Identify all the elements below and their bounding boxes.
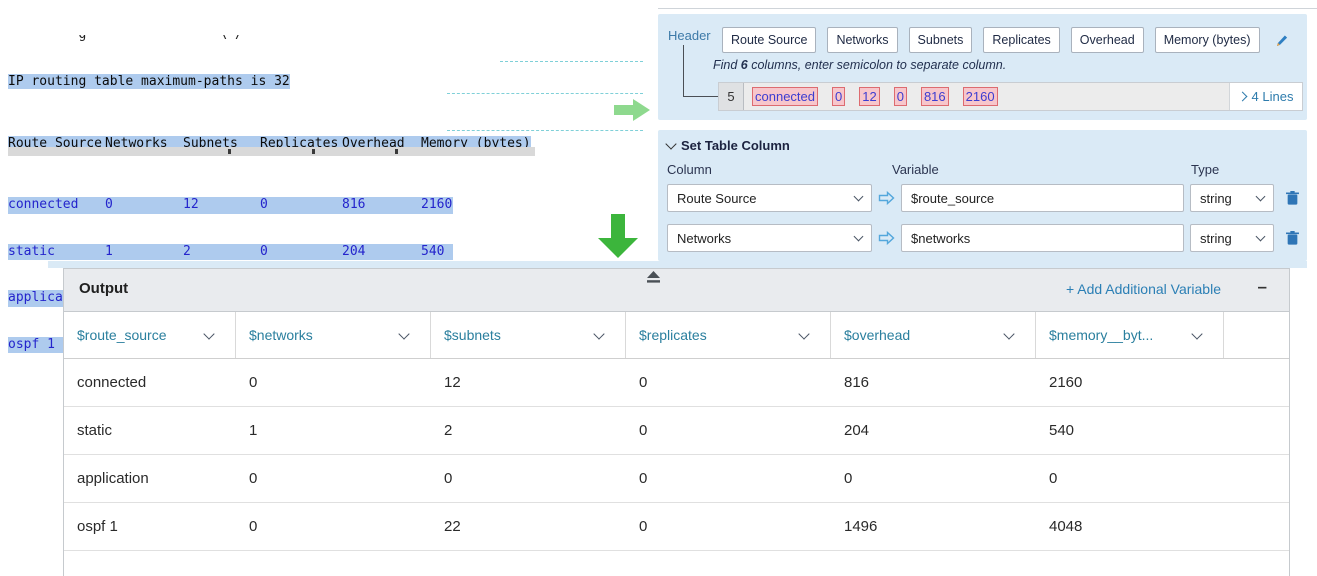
column-button-replicates[interactable]: Replicates — [983, 27, 1060, 53]
column-select[interactable]: Route Source — [667, 184, 872, 212]
map-arrow-icon — [878, 190, 895, 210]
matched-line-row[interactable]: 5 connected 0 12 0 816 2160 4 Lines — [718, 82, 1303, 111]
delete-row-trash-icon[interactable] — [1286, 231, 1299, 250]
output-column-headers: $route_source $networks $subnets $replic… — [64, 312, 1289, 359]
column-mapping-row: Route Source $route_source string — [658, 184, 1307, 212]
line-number-cell: 5 — [719, 83, 744, 110]
add-additional-variable-link[interactable]: + Add Additional Variable — [1065, 281, 1221, 297]
chevron-down-icon — [853, 231, 864, 242]
output-column-header[interactable]: $overhead — [831, 312, 1036, 358]
column-button-overhead[interactable]: Overhead — [1070, 27, 1144, 53]
panel-background-strip — [48, 261, 1307, 268]
chevron-down-icon — [1003, 327, 1015, 340]
panel-top-divider — [658, 8, 1317, 9]
minimize-icon[interactable]: – — [1257, 277, 1267, 296]
cli-truncated-line: g \ / — [8, 35, 428, 43]
flow-arrow-down-icon — [598, 214, 638, 263]
column-button-memory-bytes[interactable]: Memory (bytes) — [1154, 27, 1260, 53]
output-column-header[interactable]: $subnets — [431, 312, 626, 358]
chevron-down-icon — [1255, 231, 1266, 242]
column-button-networks[interactable]: Networks — [827, 27, 898, 53]
output-table-row: application 0 0 0 0 0 — [64, 455, 1289, 503]
set-table-column-header[interactable]: Set Table Column — [665, 138, 790, 153]
matched-token[interactable]: 0 — [832, 87, 846, 106]
set-table-column-panel: Set Table Column Column Variable Type Ro… — [658, 130, 1307, 261]
selection-guide-dash — [447, 130, 643, 131]
output-panel: Output + Add Additional Variable – $rout… — [63, 268, 1290, 576]
variable-input[interactable]: $networks — [901, 224, 1184, 252]
column-button-subnets[interactable]: Subnets — [908, 27, 973, 53]
delete-row-trash-icon[interactable] — [1286, 191, 1299, 210]
header-connector-line — [683, 96, 718, 97]
chevron-right-icon — [1237, 91, 1247, 102]
expand-lines-toggle[interactable]: 4 Lines — [1229, 83, 1302, 110]
output-table-row: connected 0 12 0 816 2160 — [64, 359, 1289, 407]
selection-guide-dash — [500, 61, 643, 62]
type-label: Type — [1191, 162, 1220, 177]
output-table-row: ospf 1 0 22 0 1496 4048 — [64, 503, 1289, 551]
cli-table-row: static 1 2 0 204 540 — [8, 243, 453, 260]
flow-arrow-right-icon — [614, 98, 650, 127]
parser-header-panel: Header Route Source Networks Subnets Rep… — [658, 14, 1307, 120]
chevron-down-icon — [203, 327, 215, 340]
matched-token[interactable]: 2160 — [962, 87, 998, 106]
output-column-header[interactable]: $route_source — [64, 312, 236, 358]
matched-token[interactable]: 816 — [920, 87, 949, 106]
cli-header-cell: Subnets — [183, 135, 238, 151]
cli-header-cell: Memory (bytes) — [421, 135, 531, 151]
output-title: Output — [79, 280, 129, 297]
map-arrow-icon — [878, 230, 895, 250]
column-button-route-source[interactable]: Route Source — [722, 27, 817, 53]
chevron-down-icon — [798, 327, 810, 340]
type-select[interactable]: string — [1190, 224, 1274, 252]
header-label: Header — [668, 28, 711, 43]
matched-tokens: connected 0 12 0 816 2160 — [744, 83, 1229, 110]
header-connector-line — [683, 45, 684, 96]
matched-token[interactable]: 12 — [859, 87, 880, 106]
column-buttons-row: Route Source Networks Subnets Replicates… — [722, 27, 1289, 53]
chevron-down-icon — [665, 138, 677, 150]
output-header-bar: Output + Add Additional Variable – — [64, 269, 1289, 312]
chevron-down-icon — [593, 327, 605, 340]
chevron-down-icon — [1255, 191, 1266, 202]
chevron-down-icon — [853, 191, 864, 202]
variable-input[interactable]: $route_source — [901, 184, 1184, 212]
variable-label: Variable — [892, 162, 939, 177]
output-column-header[interactable]: $memory__byt... — [1036, 312, 1224, 358]
selection-guide-dash — [447, 93, 643, 94]
cli-clipped-next-line — [8, 147, 535, 156]
cli-header-cell: Overhead — [342, 135, 405, 151]
chevron-down-icon — [398, 327, 410, 340]
output-column-header[interactable]: $replicates — [626, 312, 831, 358]
edit-pencil-icon[interactable] — [1274, 33, 1289, 48]
output-column-header[interactable]: $networks — [236, 312, 431, 358]
output-table-row: static 1 2 0 204 540 — [64, 407, 1289, 455]
cli-table-row: connected 0 12 0 816 2160 — [8, 197, 453, 214]
cli-header-cell: Route Source — [8, 135, 102, 151]
cli-header-cell: Networks — [105, 135, 168, 151]
column-select[interactable]: Networks — [667, 224, 872, 252]
column-label: Column — [667, 162, 712, 177]
type-select[interactable]: string — [1190, 184, 1274, 212]
matched-token[interactable]: connected — [752, 87, 818, 106]
find-columns-hint: Find 6 columns, enter semicolon to separ… — [713, 58, 1007, 72]
collapse-panel-icon[interactable] — [646, 271, 661, 289]
cli-header-cell: Replicates — [260, 135, 339, 151]
column-mapping-row: Networks $networks string — [658, 224, 1307, 252]
chevron-down-icon — [1191, 327, 1203, 340]
matched-token[interactable]: 0 — [893, 87, 907, 106]
cli-line-maxpaths: IP routing table maximum-paths is 32 — [8, 74, 290, 89]
